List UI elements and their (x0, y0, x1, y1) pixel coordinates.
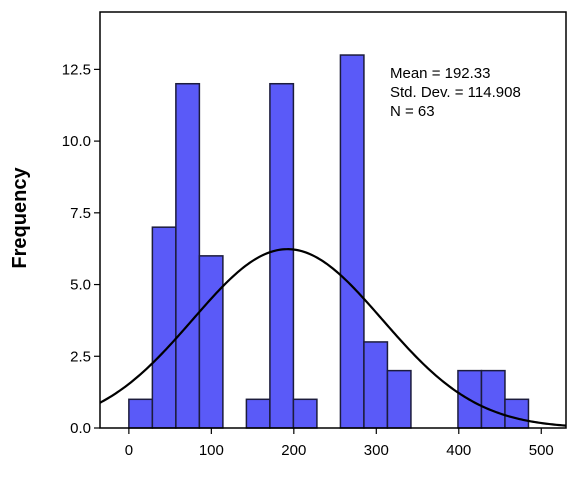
normal-curve (99, 248, 567, 427)
histogram-bar-6 (292, 398, 318, 429)
y-tick-label-1: 2.5 (70, 348, 91, 365)
histogram-bar-12 (504, 398, 530, 429)
y-axis-label: Frequency (9, 167, 31, 269)
plot-frame (99, 11, 567, 429)
x-tick-label-2: 200 (281, 442, 306, 459)
x-tick-label-3: 300 (364, 442, 389, 459)
histogram-bar-3 (198, 255, 224, 429)
histogram-bar-11 (480, 369, 506, 429)
x-tick-label-4: 400 (446, 442, 471, 459)
histogram-bar-4 (245, 398, 271, 429)
y-tick-label-5: 12.5 (62, 61, 91, 78)
x-tick-label-5: 500 (529, 442, 554, 459)
stat-mean: Mean = 192.33 (390, 65, 491, 82)
y-tick-label-2: 5.0 (70, 277, 91, 294)
x-tick-label-0: 0 (125, 442, 133, 459)
histogram-bar-1 (151, 226, 177, 429)
y-tick-label-4: 10.0 (62, 133, 91, 150)
histogram-bar-7 (339, 54, 365, 429)
y-tick-label-3: 7.5 (70, 205, 91, 222)
y-tick-label-0: 0.0 (70, 420, 91, 437)
histogram-bar-2 (175, 82, 201, 429)
x-axis-ticks: 0 100 200 300 400 500 (125, 428, 554, 459)
y-axis-ticks: 0.0 2.5 5.0 7.5 10.0 12.5 (62, 61, 100, 437)
histogram-bar-9 (386, 369, 412, 429)
stat-n: N = 63 (390, 103, 435, 120)
histogram-bar-8 (363, 341, 389, 429)
histogram-bar-0 (128, 398, 154, 429)
x-tick-label-1: 100 (199, 442, 224, 459)
stat-std-dev: Std. Dev. = 114.908 (390, 84, 521, 101)
stats-annotation: Mean = 192.33 Std. Dev. = 114.908 N = 63 (390, 65, 521, 120)
histogram-bar-5 (269, 82, 295, 429)
histogram-bars (128, 54, 530, 429)
